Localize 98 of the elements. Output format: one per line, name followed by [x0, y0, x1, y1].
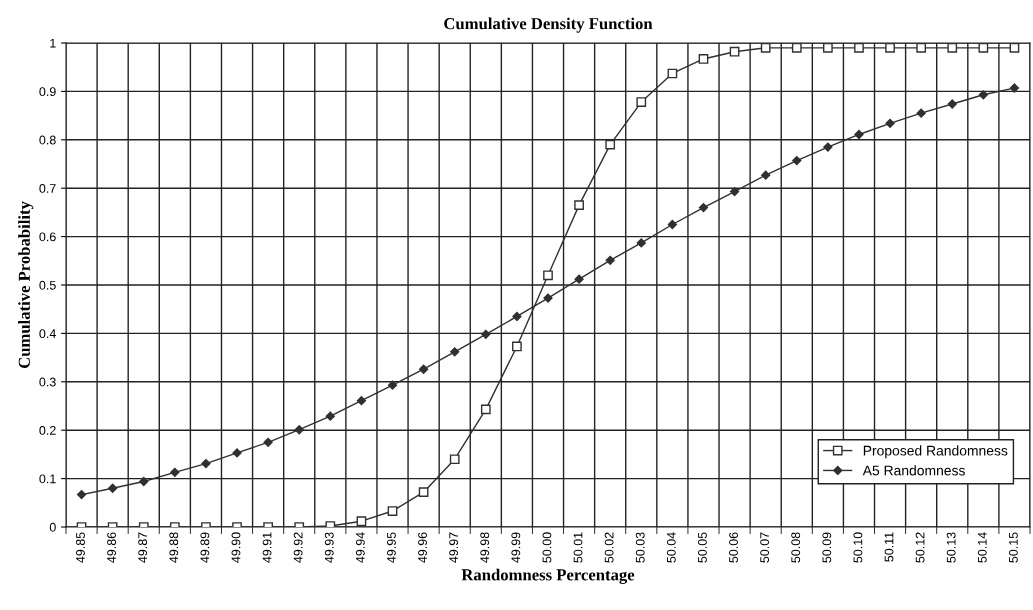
point [418, 487, 429, 498]
x-tick-label: 49.96 [418, 532, 427, 563]
x-tick-label: 50.00 [542, 532, 552, 563]
point [574, 200, 584, 211]
point [916, 108, 926, 118]
point [947, 99, 957, 109]
x-tick-label: 50.14 [977, 532, 987, 563]
point [387, 506, 398, 516]
x-tick-label: 49.99 [511, 532, 521, 563]
y-tick-label: 0.3 [39, 377, 56, 387]
x-tick-label: 50.15 [1008, 532, 1018, 563]
x-tick-label: 49.86 [107, 532, 116, 563]
legend-label: A5 Randomness [862, 465, 965, 476]
point [512, 341, 522, 352]
point [387, 380, 398, 390]
point [76, 489, 87, 500]
x-tick-label: 49.94 [355, 532, 365, 563]
x-tick-label: 50.13 [946, 532, 956, 563]
x-tick-label: 49.98 [480, 532, 490, 563]
y-axis-title: Cumulative Probability [18, 201, 34, 369]
x-tick-label: 50.11 [884, 532, 894, 562]
x-axis-title: Randomness Percentage [461, 568, 635, 584]
point [916, 43, 927, 53]
point [760, 43, 771, 53]
point [698, 202, 709, 213]
y-tick-label: 1 [50, 38, 56, 48]
y-tick-label: 0.9 [39, 87, 56, 97]
legend-label: Proposed Randomness [863, 445, 1008, 459]
point [356, 516, 367, 527]
x-tick-label: 49.95 [387, 532, 396, 563]
x-tick-label: 49.92 [293, 532, 303, 563]
x-tick-label: 49.97 [449, 532, 459, 563]
y-tick-label: 0.2 [39, 426, 56, 435]
point [823, 142, 833, 152]
y-tick-label: 0.4 [39, 329, 56, 339]
point [792, 155, 802, 166]
y-tick-label: 0.6 [39, 232, 56, 242]
x-tick-label: 50.09 [822, 532, 832, 563]
x-tick-label: 50.07 [760, 532, 770, 563]
point [854, 43, 864, 53]
point [201, 458, 211, 469]
point [232, 448, 242, 458]
point [574, 274, 584, 284]
point [1009, 43, 1020, 53]
x-tick-label: 49.87 [138, 532, 148, 563]
point [139, 476, 149, 487]
point [481, 329, 491, 339]
point [885, 43, 895, 53]
point [947, 43, 958, 53]
x-tick-label: 49.89 [200, 532, 210, 563]
y-tick-label: 0.1 [39, 474, 56, 484]
point [449, 454, 460, 465]
x-tick-label: 50.12 [915, 532, 925, 563]
point [512, 311, 522, 322]
point [108, 483, 118, 493]
point [263, 437, 273, 447]
x-tick-label: 50.01 [573, 532, 583, 563]
x-tick-label: 49.91 [262, 532, 272, 563]
x-tick-label: 50.08 [791, 532, 801, 563]
point [978, 43, 989, 53]
point [791, 43, 802, 53]
y-tick-label: 0.7 [39, 184, 56, 193]
point [170, 467, 180, 477]
x-tick-label: 49.88 [169, 532, 179, 563]
y-tick-label: 0.8 [39, 135, 56, 145]
point [450, 347, 460, 357]
point [729, 186, 740, 197]
point [418, 364, 429, 374]
point [885, 118, 895, 128]
x-tick-label: 50.10 [853, 532, 863, 563]
x-tick-label: 50.05 [697, 532, 707, 563]
point [605, 139, 616, 150]
point [480, 404, 491, 415]
point [729, 46, 740, 57]
y-tick-label: 0 [49, 522, 56, 532]
y-tick-label: 0.5 [39, 280, 56, 290]
point [605, 255, 615, 265]
point [543, 270, 553, 281]
point [325, 411, 335, 421]
x-tick-label: 50.04 [666, 532, 676, 563]
x-tick-label: 50.02 [604, 532, 614, 563]
point [854, 129, 864, 140]
point [667, 219, 678, 230]
point [761, 170, 771, 180]
chart-title: Cumulative Density Function [444, 17, 653, 33]
point [978, 90, 988, 100]
point [636, 238, 646, 248]
point [823, 43, 833, 53]
x-tick-label: 49.90 [231, 532, 241, 563]
point [636, 97, 647, 107]
x-tick-label: 49.85 [76, 532, 85, 563]
x-tick-label: 50.06 [729, 532, 738, 563]
point [698, 54, 709, 64]
point [356, 396, 367, 406]
point [1009, 83, 1020, 93]
x-tick-label: 50.03 [635, 532, 645, 563]
point [294, 425, 304, 435]
x-tick-label: 49.93 [324, 532, 334, 563]
